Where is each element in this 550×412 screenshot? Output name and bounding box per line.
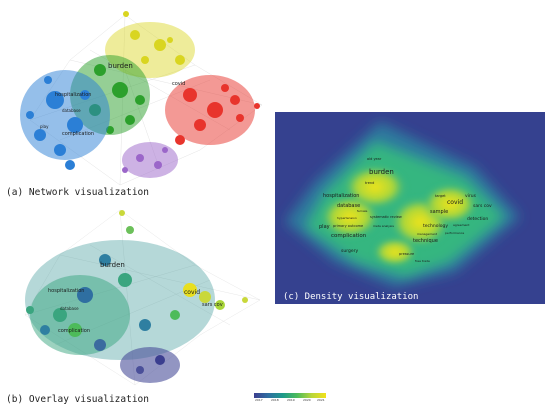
density-label-sample: sample [430,209,448,215]
density-caption: (c) Density visualization [283,292,419,302]
scale-tick-4: 2021 [317,398,325,402]
cluster-purple [122,142,178,178]
density-label-database: database [337,203,360,209]
overlay-label-hospitalization: hospitalization [48,288,84,294]
overlay-year-scale: 2017 2018 2019 2020 2021 [254,393,326,402]
network-graph: burden hospitalization covid complicatio… [20,11,263,186]
overlay-nodes [25,210,248,383]
density-label-agreement: agreement [453,223,470,227]
overlay-label-burden: burden [100,261,125,269]
cluster-blue [20,70,110,170]
density-label-trend: trend [365,181,374,185]
network-label-database: database [62,108,81,113]
density-label-old-year: old year [367,157,382,161]
overlay-label-sars-cov: sars cov [202,302,223,308]
density-label-female: female [357,209,367,213]
density-label-technology: technology [423,223,448,229]
density-label-target: target [435,194,446,198]
density-label-surgery: surgery [341,248,358,254]
scale-tick-3: 2020 [303,398,311,402]
density-label-meta-analysis: meta analysis [373,224,394,228]
overlay-label-covid: covid [184,289,200,296]
density-label-play: play [319,224,330,230]
density-label-sars-cov: sars cov [473,203,492,209]
density-label-covid: covid [447,199,463,206]
density-label-primary-outcome: primary outcome [333,224,363,228]
scale-tick-1: 2018 [271,398,279,402]
density-panel: burden hospitalization database complica… [275,112,545,304]
density-label-hypertension: hypertension [337,216,357,220]
density-label-systematic-review: systematic review [370,215,402,219]
scale-tick-0: 2017 [255,398,263,402]
overlay-label-database: database [60,306,79,311]
density-label-technique: technique [413,238,438,244]
cluster-red [165,75,260,145]
density-map: burden hospitalization database complica… [275,112,545,304]
network-label-hospitalization: hospitalization [55,92,91,98]
network-label-complication: complication [62,131,94,137]
network-label-covid: covid [172,81,185,87]
network-panel: burden hospitalization covid complicatio… [0,0,275,200]
density-label-pressure: pressure [399,252,414,256]
overlay-caption: (b) Overlay visualization [6,394,149,405]
density-label-burden: burden [369,168,394,176]
overlay-graph: burden hospitalization covid sars cov co… [24,209,261,386]
overlay-panel: burden hospitalization covid sars cov co… [0,205,275,390]
scale-tick-2: 2019 [287,398,295,402]
density-label-complication: complication [331,233,367,239]
density-label-performance: performance [445,231,464,235]
density-label-free-trade: free trade [415,259,430,263]
density-label-virus: virus [465,193,477,199]
network-caption: (a) Network visualization [6,187,149,198]
network-label-play: play [40,124,49,129]
network-label-burden: burden [108,62,133,70]
density-label-hospitalization: hospitalization [323,193,359,199]
density-label-management: management [417,232,438,236]
overlay-label-complication: complication [58,328,90,334]
density-hotspots [320,165,478,266]
overlay-scale-gradient [254,393,326,398]
density-label-detection: detection [467,216,488,222]
